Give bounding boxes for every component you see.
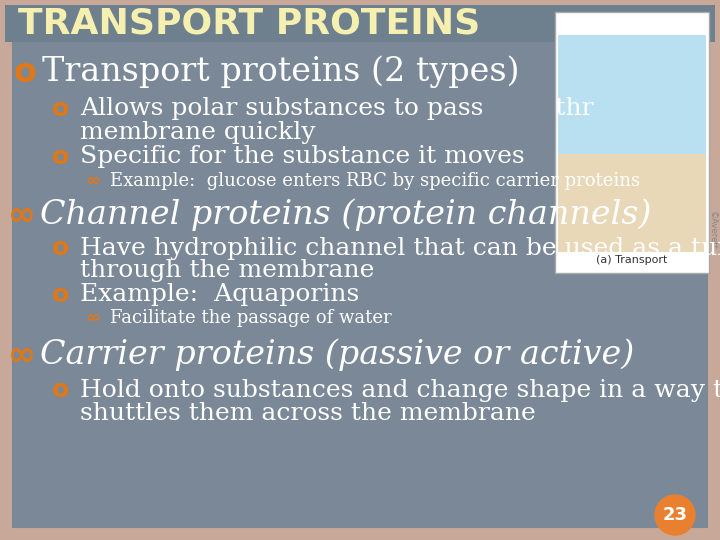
FancyBboxPatch shape xyxy=(558,154,706,252)
Text: Allows polar substances to pass         thr: Allows polar substances to pass thr xyxy=(80,98,593,120)
Text: o: o xyxy=(52,283,69,307)
FancyBboxPatch shape xyxy=(5,5,715,42)
Text: shuttles them across the membrane: shuttles them across the membrane xyxy=(80,402,536,424)
Text: Example:  glucose enters RBC by specific carrier proteins: Example: glucose enters RBC by specific … xyxy=(110,172,640,190)
Text: through the membrane: through the membrane xyxy=(80,260,374,282)
Text: (a) Transport: (a) Transport xyxy=(596,255,667,265)
Text: Transport proteins (2 types): Transport proteins (2 types) xyxy=(42,56,520,89)
Text: membrane quickly: membrane quickly xyxy=(80,120,315,144)
FancyBboxPatch shape xyxy=(558,35,706,252)
FancyBboxPatch shape xyxy=(555,12,709,273)
Text: Specific for the substance it moves: Specific for the substance it moves xyxy=(80,145,525,168)
Text: Have hydrophilic channel that can be used as a tunnel: Have hydrophilic channel that can be use… xyxy=(80,237,720,260)
Circle shape xyxy=(655,495,695,535)
Text: o: o xyxy=(52,236,69,260)
Text: o: o xyxy=(52,145,69,169)
Text: ∞: ∞ xyxy=(8,339,36,372)
Text: ©Averett: ©Averett xyxy=(708,211,716,249)
Text: ∞: ∞ xyxy=(85,172,100,190)
Text: ∞: ∞ xyxy=(8,199,36,232)
Text: Example:  Aquaporins: Example: Aquaporins xyxy=(80,284,359,307)
Text: TRANSPORT PROTEINS: TRANSPORT PROTEINS xyxy=(18,7,480,41)
Text: o: o xyxy=(52,97,69,121)
FancyBboxPatch shape xyxy=(5,5,715,535)
Text: ∞: ∞ xyxy=(85,309,100,327)
Text: Facilitate the passage of water: Facilitate the passage of water xyxy=(110,309,392,327)
Text: o: o xyxy=(14,56,37,89)
Text: 23: 23 xyxy=(662,506,688,524)
Text: Carrier proteins (passive or active): Carrier proteins (passive or active) xyxy=(40,339,634,372)
Text: Hold onto substances and change shape in a way that: Hold onto substances and change shape in… xyxy=(80,379,720,402)
Text: Channel proteins (protein channels): Channel proteins (protein channels) xyxy=(40,199,652,231)
Text: o: o xyxy=(52,378,69,402)
